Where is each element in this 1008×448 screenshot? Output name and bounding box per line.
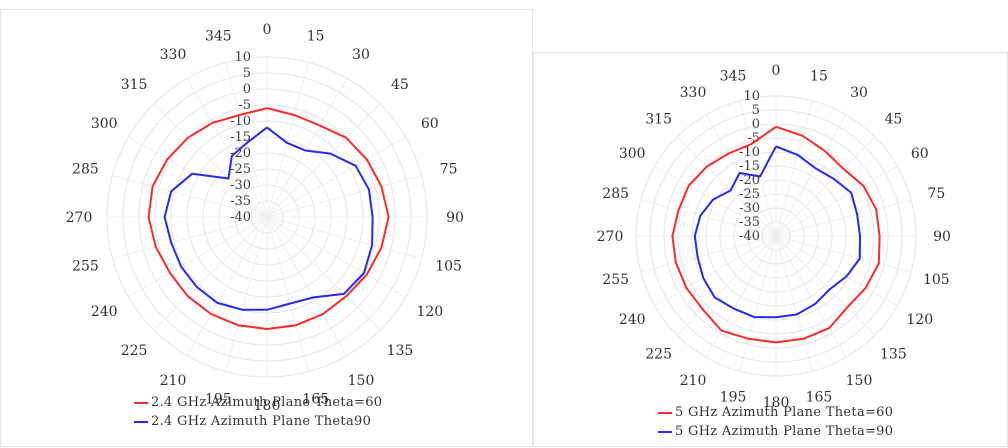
- legend-item: 5 GHz Azimuth Plane Theta=90: [658, 422, 893, 441]
- grid-spoke: [776, 236, 812, 371]
- angle-tick-label: 120: [906, 312, 933, 328]
- chart-panel-2-4ghz: 10 5 0 -5 -10 -15 -20 -25 -30 -35 -40 0 15 30 45 60 75 90…: [0, 9, 533, 447]
- legend-label: 5 GHz Azimuth Plane Theta=90: [675, 424, 893, 439]
- chart-panel-5ghz: 10 5 0 -5 -10 -15 -20 -25 -30 -35 -40 0 15 30 45 60 75 90…: [533, 52, 1008, 447]
- radial-tick-label: 10: [743, 89, 760, 104]
- legend-swatch: [658, 431, 672, 433]
- grid-spoke: [226, 217, 267, 372]
- angle-tick-label: 285: [602, 186, 629, 202]
- angle-tick-label: 210: [160, 373, 187, 389]
- angle-tick-label: 240: [91, 304, 118, 320]
- angle-tick-label: 0: [263, 22, 272, 38]
- angle-tick-label: 285: [72, 161, 99, 177]
- angle-tick-label: 240: [619, 312, 646, 328]
- grid-spoke: [128, 217, 267, 297]
- angle-tick-label: 330: [160, 47, 187, 63]
- angle-tick-label: 75: [440, 161, 458, 177]
- angle-tick-label: 45: [391, 77, 409, 93]
- radial-tick-label: -40: [739, 229, 760, 244]
- legend-swatch: [134, 402, 148, 404]
- radial-tick-label: -40: [230, 210, 251, 225]
- grid-spoke: [267, 217, 308, 372]
- radial-tick-label: -30: [739, 201, 760, 216]
- grid-spoke: [267, 62, 308, 217]
- radial-tick-label: -25: [739, 187, 760, 202]
- legend-swatch: [134, 421, 148, 423]
- angle-tick-label: 75: [927, 186, 945, 202]
- angle-tick-label: 45: [884, 112, 902, 128]
- angle-tick-label: 150: [846, 373, 873, 389]
- grid-spoke: [776, 115, 846, 236]
- legend-item: 5 GHz Azimuth Plane Theta=60: [658, 403, 893, 422]
- angle-tick-label: 315: [121, 77, 148, 93]
- angle-tick-label: 120: [416, 304, 443, 320]
- legend-label: 2.4 GHz Azimuth Plane Theta=60: [151, 395, 382, 410]
- angle-tick-label: 300: [619, 146, 646, 162]
- grid-spoke: [187, 78, 267, 217]
- angle-tick-label: 330: [680, 85, 707, 101]
- angle-tick-label: 30: [352, 47, 370, 63]
- angle-tick-label: 255: [602, 272, 629, 288]
- angle-tick-label: 210: [680, 373, 707, 389]
- angle-tick-label: 225: [121, 343, 148, 359]
- angle-tick-label: 60: [911, 146, 929, 162]
- angle-tick-label: 105: [435, 259, 462, 275]
- angle-tick-label: 345: [720, 69, 747, 85]
- angle-tick-label: 135: [387, 343, 414, 359]
- radial-tick-label: -15: [739, 159, 760, 174]
- angle-tick-label: 150: [348, 373, 375, 389]
- radial-tick-label: -5: [238, 98, 251, 113]
- grid-spoke: [776, 101, 812, 236]
- radial-tick-label: -30: [230, 178, 251, 193]
- angle-tick-label: 315: [645, 112, 672, 128]
- angle-tick-label: 15: [307, 28, 325, 44]
- grid-spoke: [776, 200, 911, 236]
- grid-spoke: [706, 236, 776, 357]
- grid-spoke: [187, 217, 267, 356]
- grid-spoke: [267, 217, 422, 258]
- radial-tick-label: -25: [230, 162, 251, 177]
- radial-tick-label: 10: [234, 50, 251, 65]
- radial-tick-label: 0: [243, 82, 251, 97]
- radial-tick-label: 0: [752, 117, 760, 132]
- angle-tick-label: 0: [772, 63, 781, 79]
- grid-spoke: [776, 236, 846, 357]
- angle-tick-label: 135: [880, 346, 907, 362]
- legend: 5 GHz Azimuth Plane Theta=60 5 GHz Azimu…: [658, 403, 893, 441]
- legend-swatch: [658, 412, 672, 414]
- angle-tick-label: 300: [91, 116, 118, 132]
- angle-tick-label: 15: [810, 69, 828, 85]
- radial-tick-label: 5: [243, 66, 251, 81]
- angle-tick-label: 270: [597, 229, 624, 245]
- grid-spoke: [267, 217, 347, 356]
- polar-grid: [636, 96, 916, 376]
- radial-tick-label: -35: [739, 215, 760, 230]
- angle-tick-label: 345: [205, 28, 232, 44]
- grid-spoke: [267, 78, 347, 217]
- angle-tick-label: 30: [850, 85, 868, 101]
- grid-spoke: [267, 176, 422, 217]
- angle-tick-label: 90: [933, 229, 951, 245]
- angle-tick-label: 255: [72, 259, 99, 275]
- radial-tick-label: 5: [752, 103, 760, 118]
- grid-spoke: [776, 236, 911, 272]
- legend-item: 2.4 GHz Azimuth Plane Theta=60: [134, 393, 382, 412]
- legend-label: 5 GHz Azimuth Plane Theta=60: [675, 405, 893, 420]
- angle-tick-label: 270: [66, 210, 93, 226]
- radial-tick-label: -35: [230, 194, 251, 209]
- legend-label: 2.4 GHz Azimuth Plane Theta90: [151, 414, 371, 429]
- legend-item: 2.4 GHz Azimuth Plane Theta90: [134, 412, 382, 431]
- legend: 2.4 GHz Azimuth Plane Theta=60 2.4 GHz A…: [134, 393, 382, 431]
- angle-tick-label: 225: [645, 346, 672, 362]
- angle-tick-label: 90: [446, 210, 464, 226]
- grid-spoke: [740, 236, 776, 371]
- angle-tick-label: 105: [923, 272, 950, 288]
- angle-tick-label: 60: [421, 116, 439, 132]
